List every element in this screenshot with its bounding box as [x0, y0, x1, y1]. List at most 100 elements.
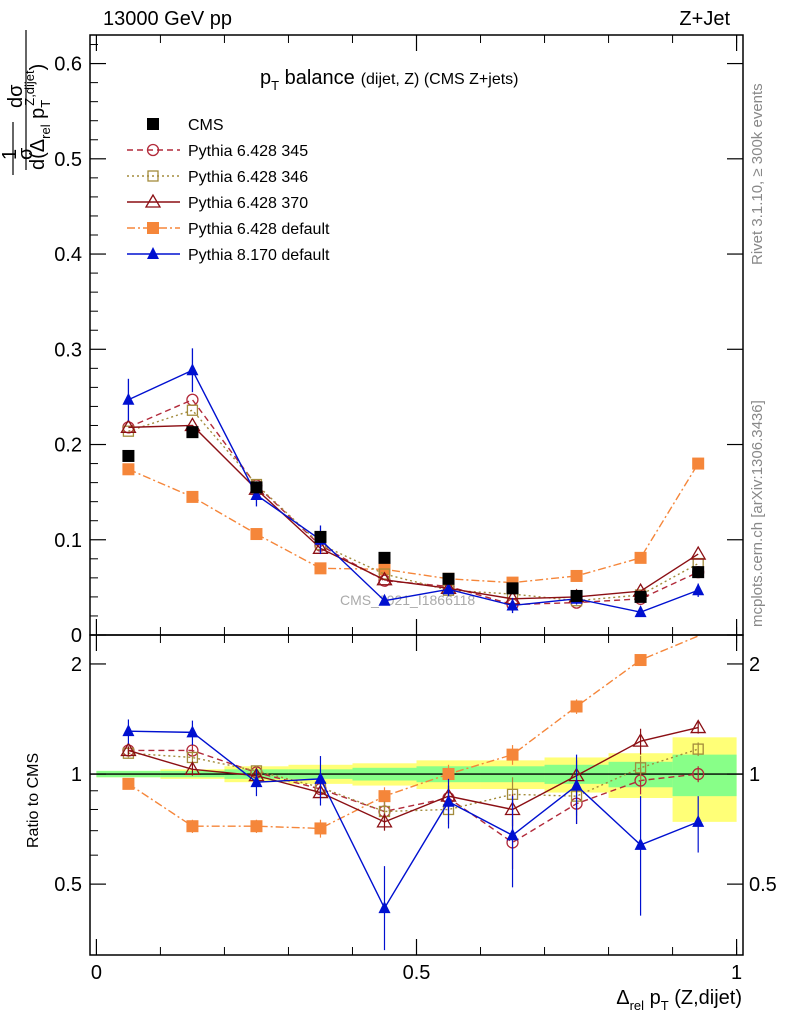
legend-label: Pythia 6.428 346 — [188, 169, 308, 186]
ratio-line-p8 — [128, 730, 699, 910]
ratio-point-pdef — [122, 777, 135, 790]
y-one: 1 — [0, 149, 21, 160]
ratio-series-pdef — [122, 635, 699, 838]
data-point-p346 — [122, 425, 135, 437]
series-p345 — [122, 393, 705, 611]
ratio-point-p8 — [314, 771, 327, 784]
series-line-p8 — [128, 369, 699, 613]
data-point-cms — [122, 449, 135, 462]
x-axis-label: Δrel pT (Z,dijet) — [616, 987, 742, 1013]
watermark: CMS_2021_I1866118 — [340, 592, 475, 608]
title-rest: balance — [279, 67, 355, 89]
x-tick-label: 0 — [91, 962, 102, 984]
main-plot-data — [120, 348, 707, 618]
ratio-point-pdef — [634, 654, 647, 667]
data-point-p8 — [122, 392, 135, 405]
ratio-point-p370 — [120, 742, 137, 757]
data-point-p8 — [442, 582, 455, 595]
title-p: p — [260, 67, 271, 89]
x-tick-label: 0.5 — [403, 962, 431, 984]
ratio-y-tick-label-right: 0.5 — [749, 874, 777, 896]
ratio-point-pdef — [250, 820, 263, 833]
legend-item-p370: Pythia 6.428 370 — [127, 193, 308, 212]
series-pdef — [122, 457, 705, 589]
ratio-line-p370 — [128, 726, 699, 823]
data-point-p8 — [250, 488, 263, 500]
main-y-tick-label: 0.6 — [54, 54, 82, 76]
chart-title: pT balance (dijet, Z) (CMS Z+jets) — [260, 67, 519, 93]
ratio-line-p346 — [128, 748, 699, 813]
data-point-p8 — [634, 605, 647, 618]
data-point-cms — [314, 530, 327, 543]
series-p370 — [120, 417, 707, 605]
ratio-series-p8 — [122, 719, 705, 951]
y-denominator: d(Δrel pTZ,dijet) — [22, 64, 53, 170]
ratio-point-p8 — [570, 778, 583, 791]
ratio-line-pdef — [128, 635, 699, 830]
ratio-point-p8 — [442, 794, 455, 807]
ratio-y-tick-label: 1 — [71, 764, 82, 786]
data-point-p346 — [186, 404, 199, 416]
data-point-p370 — [690, 545, 707, 560]
ratio-y-tick-label-right: 2 — [749, 654, 760, 676]
ratio-y-tick-label-right: 1 — [749, 764, 760, 786]
mcplots-label: mcplots.cern.ch [arXiv:1306.3436] — [749, 400, 766, 627]
ratio-point-p345 — [692, 767, 705, 781]
ratio-point-p8 — [692, 814, 705, 827]
legend-item-p8: Pythia 8.170 default — [127, 247, 330, 264]
legend-label: Pythia 6.428 345 — [188, 143, 308, 160]
data-point-p345 — [186, 393, 199, 406]
legend-label: Pythia 8.170 default — [188, 247, 330, 264]
data-point-cms — [250, 481, 263, 494]
data-point-pdef — [634, 551, 647, 564]
ratio-point-p8 — [634, 837, 647, 850]
data-point-pdef — [250, 528, 263, 541]
x-tick-label: 1 — [731, 962, 742, 984]
ratio-point-p370 — [184, 761, 201, 775]
ratio-y-tick-label: 2 — [71, 654, 82, 676]
legend-item-p345: Pythia 6.428 345 — [127, 143, 308, 160]
data-point-p8 — [692, 583, 705, 596]
data-point-pdef — [314, 562, 327, 575]
data-point-p8 — [186, 363, 199, 376]
ratio-point-pdef — [186, 820, 199, 833]
data-point-pdef — [570, 569, 583, 582]
ratio-point-pdef — [506, 748, 519, 761]
data-point-p8 — [506, 598, 519, 611]
ratio-point-p370 — [632, 732, 649, 747]
ratio-point-pdef — [314, 822, 327, 835]
main-y-tick-label: 0.4 — [54, 244, 82, 266]
main-y-tick-label: 0 — [71, 625, 82, 647]
legend-item-p346: Pythia 6.428 346 — [127, 169, 308, 186]
data-point-pdef — [692, 457, 705, 470]
ratio-point-p8 — [186, 725, 199, 738]
series-p8 — [122, 348, 705, 618]
data-point-p370 — [120, 419, 137, 434]
legend-item-cms: CMS — [147, 117, 224, 134]
legend-label: Pythia 6.428 370 — [188, 195, 308, 212]
data-point-cms — [634, 590, 647, 603]
legend-item-pdef: Pythia 6.428 default — [127, 221, 330, 238]
title-detail: (dijet, Z) (CMS Z+jets) — [361, 71, 519, 88]
series-cms — [122, 426, 705, 603]
ratio-point-p8 — [506, 828, 519, 841]
legend-marker — [147, 222, 159, 234]
ratio-y-label: Ratio to CMS — [25, 753, 42, 848]
data-point-cms — [442, 572, 455, 585]
data-point-cms — [506, 582, 519, 595]
data-point-cms — [378, 551, 391, 564]
rivet-label: Rivet 3.1.10, ≥ 300k events — [749, 83, 766, 265]
y-dsigma: dσ — [5, 84, 27, 108]
legend-marker — [146, 143, 160, 157]
axis-ticks: 0 0.1 0.2 0.3 0.4 0.5 0.6 0.5 0.5 1 1 2 2 0 0.5 1 — [54, 35, 777, 984]
main-y-tick-label: 0.5 — [54, 149, 82, 171]
series-line-p346 — [128, 409, 699, 602]
main-y-tick-label: 0.3 — [54, 339, 82, 361]
ratio-point-p346 — [692, 743, 704, 755]
legend: CMS Pythia 6.428 345 Pythia 6.428 346 Pythi… — [127, 117, 330, 264]
ratio-point-p370 — [376, 813, 393, 828]
ratio-point-p8 — [378, 901, 391, 914]
legend-label: CMS — [188, 117, 224, 134]
